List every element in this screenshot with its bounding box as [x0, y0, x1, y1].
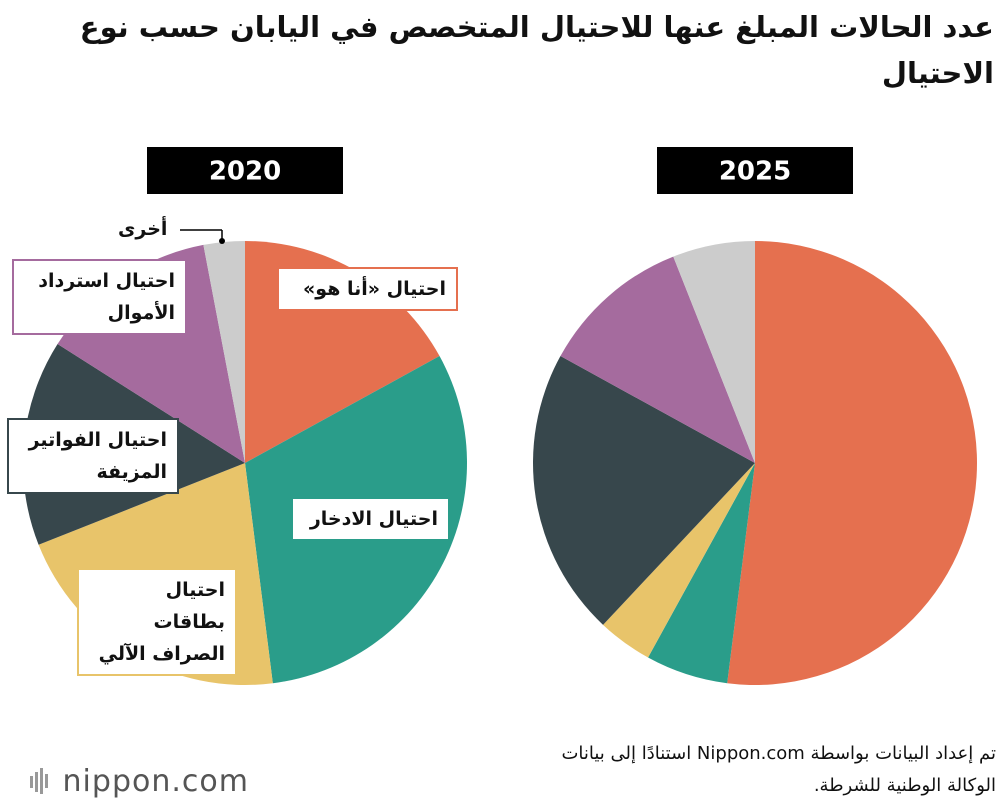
slice-label: احتيال الفواتير المزيفة: [7, 418, 179, 494]
slice-label: احتيال الادخار: [291, 497, 450, 541]
leader-dot: [219, 238, 225, 244]
pie-slice: [648, 463, 755, 684]
pie-slice: [560, 256, 755, 463]
logo-icon: [30, 768, 48, 794]
slice-label: احتيال بطاقات الصراف الآلي: [77, 568, 237, 676]
pie-title: 2020: [209, 157, 281, 187]
logo: nippon.com: [30, 764, 249, 799]
pie-slice: [673, 241, 755, 463]
pie-slice: [727, 241, 977, 685]
source-note: تم إعداد البيانات بواسطة Nippon.com استن…: [561, 743, 996, 796]
pie-slice: [532, 356, 755, 625]
pie-slice: [203, 241, 245, 463]
year-box: [147, 147, 343, 194]
slice-label: احتيال «أنا هو»: [277, 267, 458, 311]
chart-title: عدد الحالات المبلغ عنها للاحتيال المتخصص…: [79, 10, 994, 90]
pie-title: 2025: [719, 157, 791, 187]
slice-label: احتيال استرداد الأموال: [12, 259, 187, 335]
logo-text: nippon.com: [62, 764, 249, 799]
year-box: [657, 147, 853, 194]
pie-slice: [603, 463, 755, 658]
slice-label: أخرى: [118, 218, 168, 240]
